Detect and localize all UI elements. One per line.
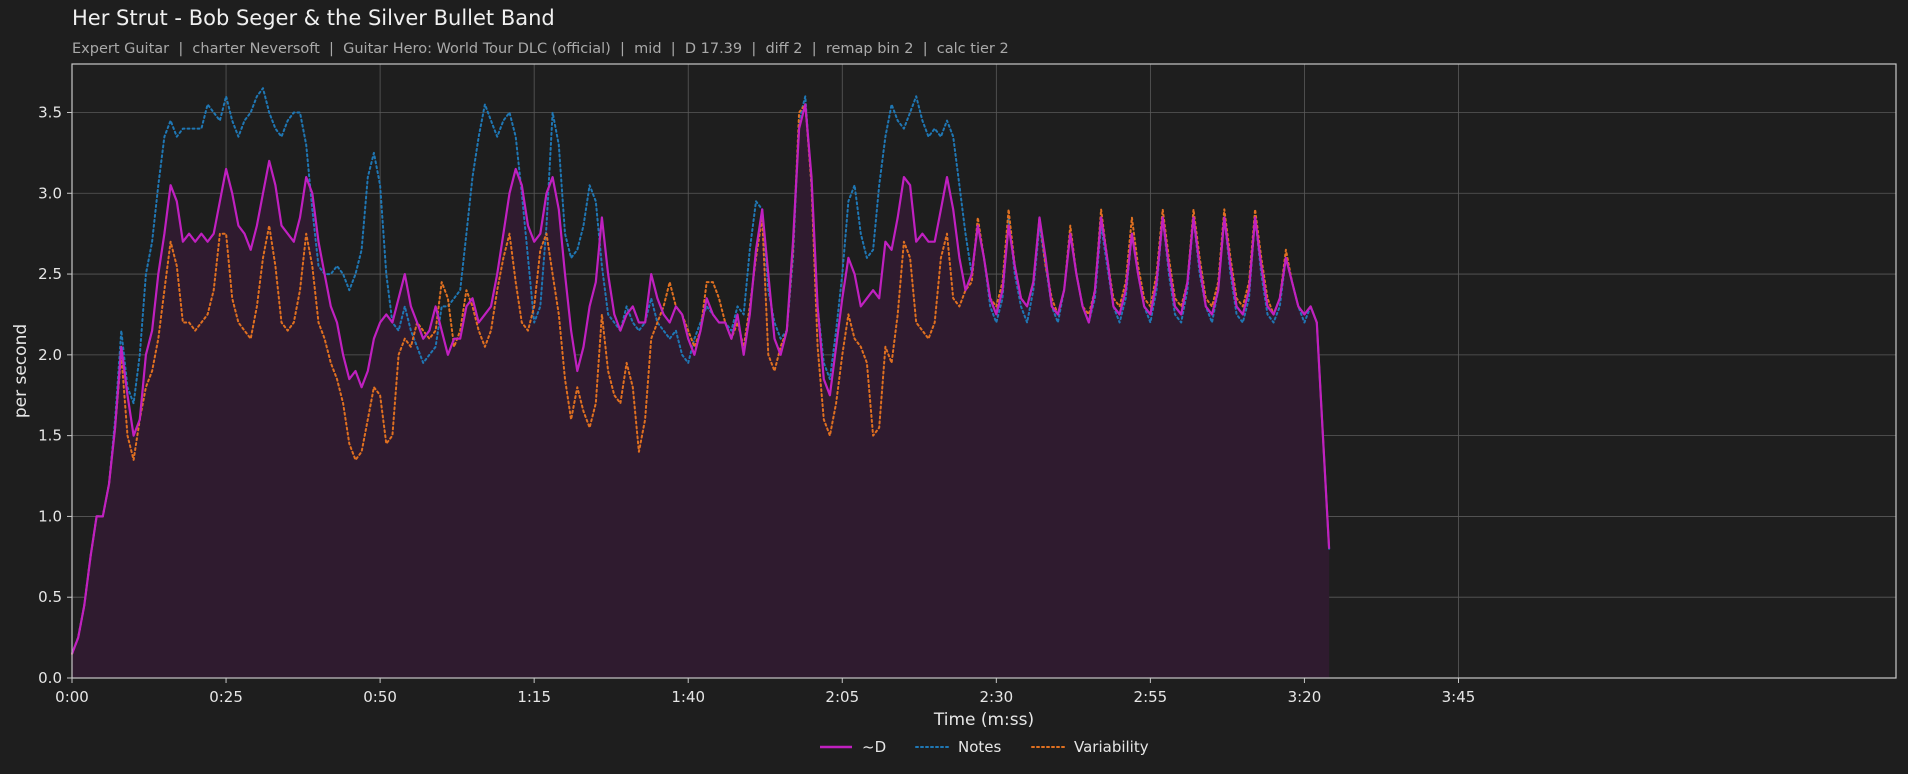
y-tick-label: 0.5 — [38, 588, 62, 606]
y-tick-labels: 0.0 0.5 1.0 1.5 2.0 2.5 3.0 3.5 — [38, 103, 72, 687]
x-tick-label: 0:50 — [363, 688, 397, 706]
x-tick-label: 2:55 — [1134, 688, 1168, 706]
x-tick-label: 3:20 — [1288, 688, 1322, 706]
y-tick-label: 2.0 — [38, 346, 62, 364]
y-tick-label: 0.0 — [38, 669, 62, 687]
series-notes-line — [71, 87, 1331, 655]
x-tick-label: 2:05 — [825, 688, 859, 706]
x-axis-label: Time (m:ss) — [933, 710, 1034, 730]
x-tick-label: 0:25 — [209, 688, 243, 706]
y-tick-label: 1.5 — [38, 427, 62, 445]
x-tick-label: 0:00 — [55, 688, 89, 706]
x-tick-labels: 0:00 0:25 0:50 1:15 1:40 2:05 2:30 2:55 3:20 3:45 — [55, 678, 1475, 706]
series-d-line — [70, 103, 1331, 655]
chart-subtitle: Expert Guitar | charter Neversoft | Guit… — [72, 41, 1009, 57]
y-axis-label: per second — [11, 324, 31, 418]
x-tick-label: 1:15 — [517, 688, 551, 706]
legend-label: Notes — [958, 738, 1002, 756]
y-tick-label: 1.0 — [38, 507, 62, 525]
series-lines — [70, 87, 1331, 655]
legend-label: Variability — [1074, 738, 1149, 756]
d-area-fill — [72, 104, 1330, 678]
x-tick-label: 3:45 — [1442, 688, 1476, 706]
plot-frame — [71, 63, 1897, 679]
chart-title: Her Strut - Bob Seger & the Silver Bulle… — [72, 6, 555, 30]
y-tick-label: 3.5 — [38, 103, 62, 121]
legend: ~D Notes Variability — [820, 738, 1149, 756]
area-fill — [72, 104, 1330, 678]
x-tick-label: 2:30 — [979, 688, 1013, 706]
y-tick-label: 2.5 — [38, 265, 62, 283]
legend-label: ~D — [862, 738, 886, 756]
y-tick-label: 3.0 — [38, 184, 62, 202]
x-tick-label: 1:40 — [671, 688, 705, 706]
